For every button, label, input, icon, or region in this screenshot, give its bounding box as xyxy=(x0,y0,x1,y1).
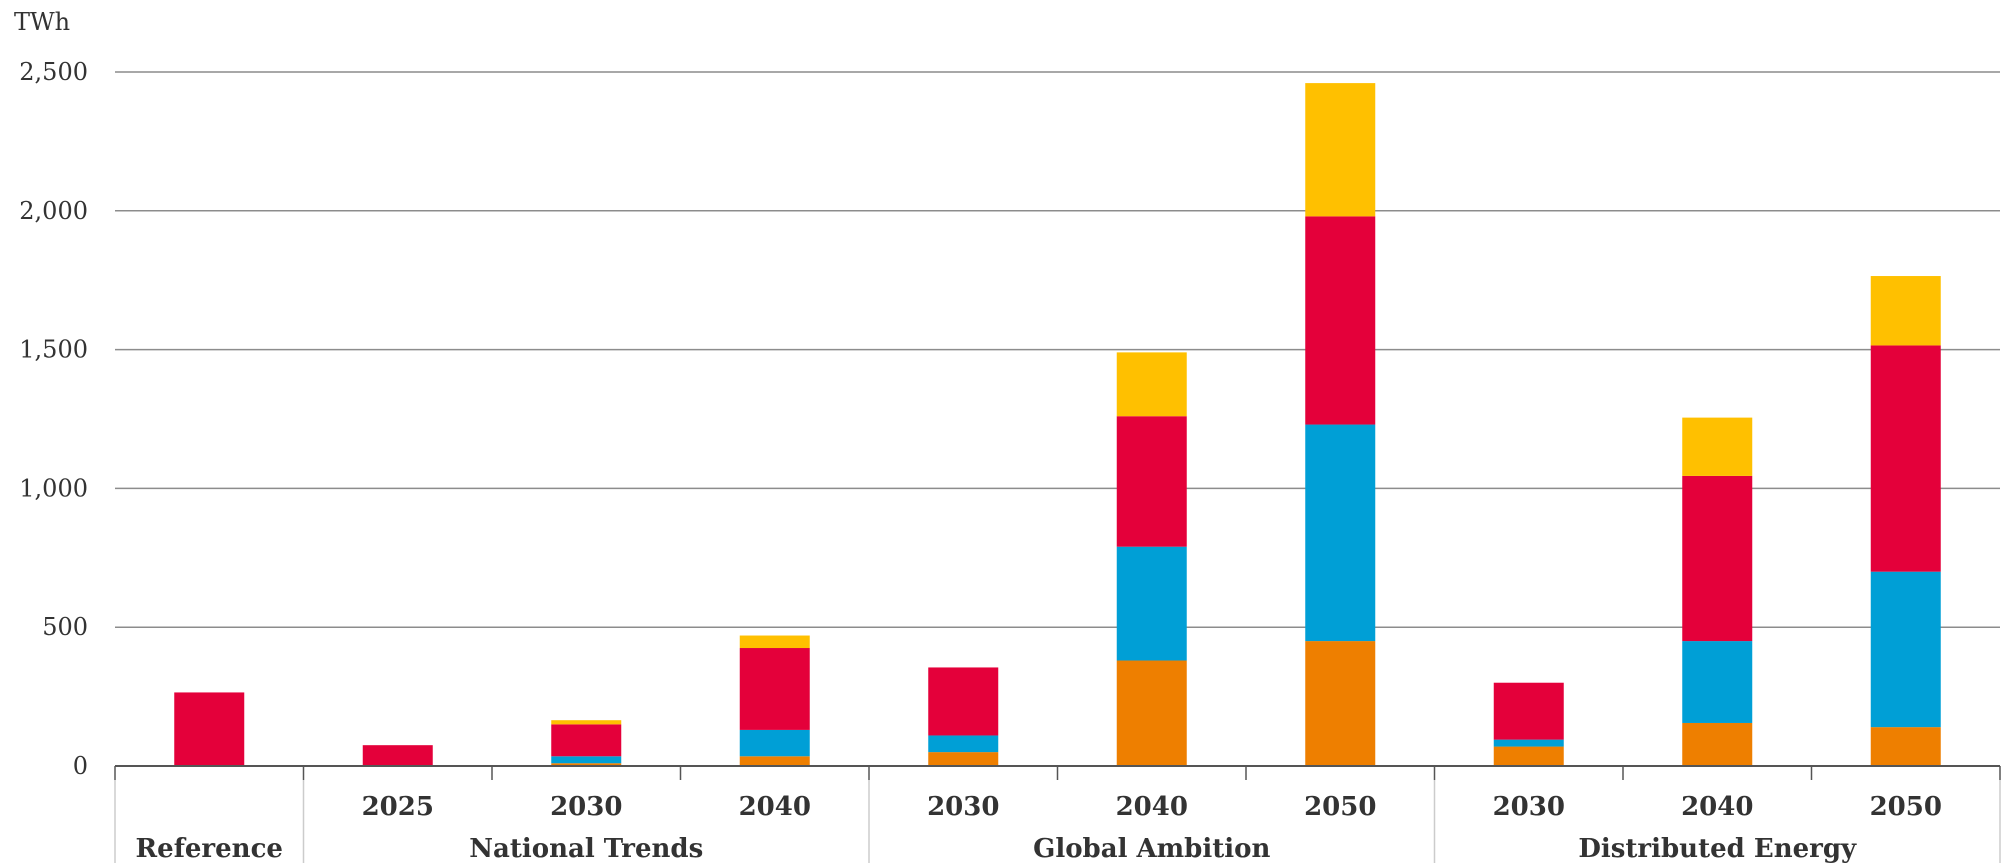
bar-segment xyxy=(1870,345,1941,572)
x-tick-label: 2030 xyxy=(550,792,622,822)
scenario-group-label: Distributed Energy xyxy=(1578,834,1857,863)
bar-segment xyxy=(1682,417,1753,476)
bar-segment xyxy=(739,635,810,649)
bar-segment xyxy=(1493,682,1564,740)
bar-segment xyxy=(1305,424,1376,642)
y-tick-label: 0 xyxy=(73,752,88,780)
y-axis-unit-label: TWh xyxy=(14,8,70,36)
bar-segment xyxy=(1116,660,1187,766)
bar-segment xyxy=(1682,722,1753,766)
bar-segment xyxy=(1493,739,1564,747)
y-tick-label: 500 xyxy=(42,613,88,641)
bars xyxy=(174,83,1941,766)
x-tick-label: 2030 xyxy=(1493,792,1565,822)
bar-segment xyxy=(928,752,999,766)
x-tick-label: 2030 xyxy=(927,792,999,822)
bar-segment xyxy=(739,756,810,766)
y-tick-label: 1,000 xyxy=(19,474,88,502)
bar-segment xyxy=(1116,416,1187,547)
axes: 0 500 1,000 1,500 2,000 2,500 2025 2030 2040 2030… xyxy=(19,58,2001,864)
bar-segment xyxy=(1116,352,1187,417)
x-tick-label: 2040 xyxy=(1116,792,1188,822)
bar-segment xyxy=(1305,641,1376,766)
bar-segment xyxy=(739,729,810,757)
x-tick-label: 2040 xyxy=(1681,792,1753,822)
scenario-group-label: National Trends xyxy=(469,834,703,863)
y-tick-label: 2,500 xyxy=(19,58,88,86)
bar-segment xyxy=(739,648,810,730)
bar-segment xyxy=(1682,475,1753,642)
bar-segment xyxy=(551,763,622,766)
bar-segment xyxy=(362,745,433,766)
bar-segment xyxy=(551,720,622,725)
bar-segment xyxy=(551,724,622,757)
bar-segment xyxy=(928,667,999,736)
y-tick-label: 1,500 xyxy=(19,336,88,364)
bar-segment xyxy=(1870,276,1941,346)
x-tick-label: 2025 xyxy=(362,792,434,822)
x-tick-label: 2040 xyxy=(739,792,811,822)
bar-segment xyxy=(1682,641,1753,723)
bar-segment xyxy=(1493,746,1564,766)
bar-segment xyxy=(1305,83,1376,217)
bar-segment xyxy=(1305,216,1376,425)
bar-segment xyxy=(551,756,622,764)
y-tick-label: 2,000 xyxy=(19,197,88,225)
scenario-group-label: Reference xyxy=(136,834,283,863)
bar-segment xyxy=(1116,546,1187,661)
x-tick-label: 2050 xyxy=(1304,792,1376,822)
bar-segment xyxy=(1870,727,1941,766)
bar-segment xyxy=(1870,571,1941,728)
bar-segment xyxy=(174,692,245,766)
bar-segment xyxy=(928,735,999,753)
x-tick-label: 2050 xyxy=(1870,792,1942,822)
scenario-group-label: Global Ambition xyxy=(1033,834,1270,863)
